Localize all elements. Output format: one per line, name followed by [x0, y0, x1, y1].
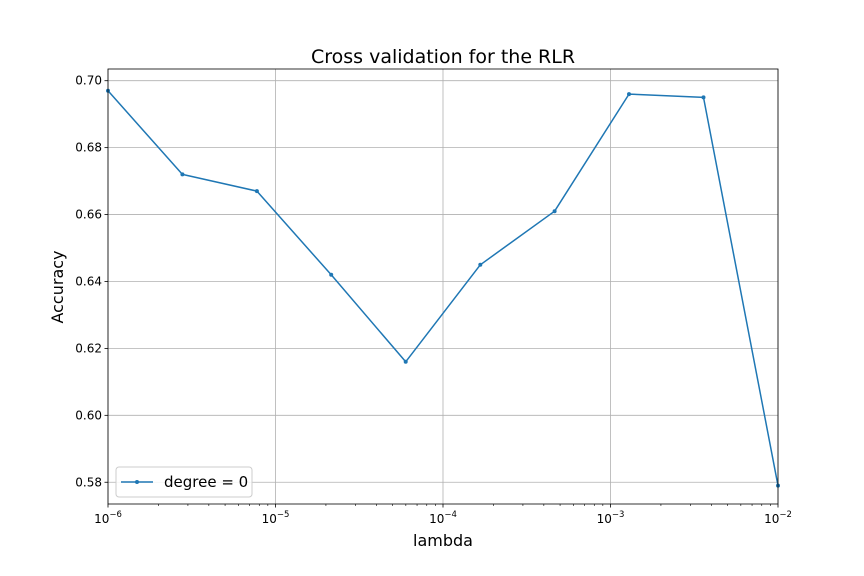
series-line — [107, 90, 779, 486]
data-point — [701, 95, 706, 100]
x-tick-exponent: −2 — [779, 510, 792, 520]
data-point — [627, 92, 631, 97]
legend-entry-degree-0: degree = 0 — [164, 473, 248, 491]
legend-frame — [115, 466, 253, 498]
legend-marker-swatch — [135, 480, 139, 484]
data-point — [403, 359, 408, 364]
legend: degree = 0 — [115, 466, 253, 498]
data-point — [329, 272, 334, 277]
x-tick-exponent: −5 — [277, 510, 290, 520]
x-tick-base: 10 — [262, 512, 277, 526]
x-tick-label: 10−2 — [764, 510, 792, 526]
x-tick-label: 10−5 — [262, 510, 290, 526]
y-tick-label: 0.58 — [75, 475, 102, 489]
x-tick-base: 10 — [764, 512, 779, 526]
x-tick-label: 10−6 — [94, 510, 122, 526]
y-tick-label: 0.62 — [75, 341, 102, 355]
y-tick-label: 0.66 — [75, 208, 102, 222]
x-tick-base: 10 — [429, 512, 444, 526]
series-layer — [106, 88, 780, 488]
x-tick-label: 10−4 — [429, 510, 457, 526]
x-axis-label: lambda — [413, 531, 473, 550]
x-tick-exponent: −6 — [109, 510, 122, 520]
y-axis-label: Accuracy — [48, 250, 67, 323]
x-tick-exponent: −3 — [612, 510, 625, 520]
data-point — [478, 262, 483, 267]
data-point — [180, 172, 185, 177]
x-tick-base: 10 — [94, 512, 109, 526]
x-tick-label: 10−3 — [597, 510, 625, 526]
y-tick-label: 0.60 — [75, 408, 102, 422]
y-tick-label: 0.68 — [75, 141, 102, 155]
x-tick-exponent: −4 — [444, 510, 457, 520]
chart-title: Cross validation for the RLR — [311, 46, 575, 68]
data-point — [552, 209, 557, 214]
x-tick-base: 10 — [597, 512, 612, 526]
data-point — [254, 189, 259, 194]
y-tick-label: 0.64 — [75, 274, 102, 288]
y-tick-label: 0.70 — [75, 74, 102, 88]
